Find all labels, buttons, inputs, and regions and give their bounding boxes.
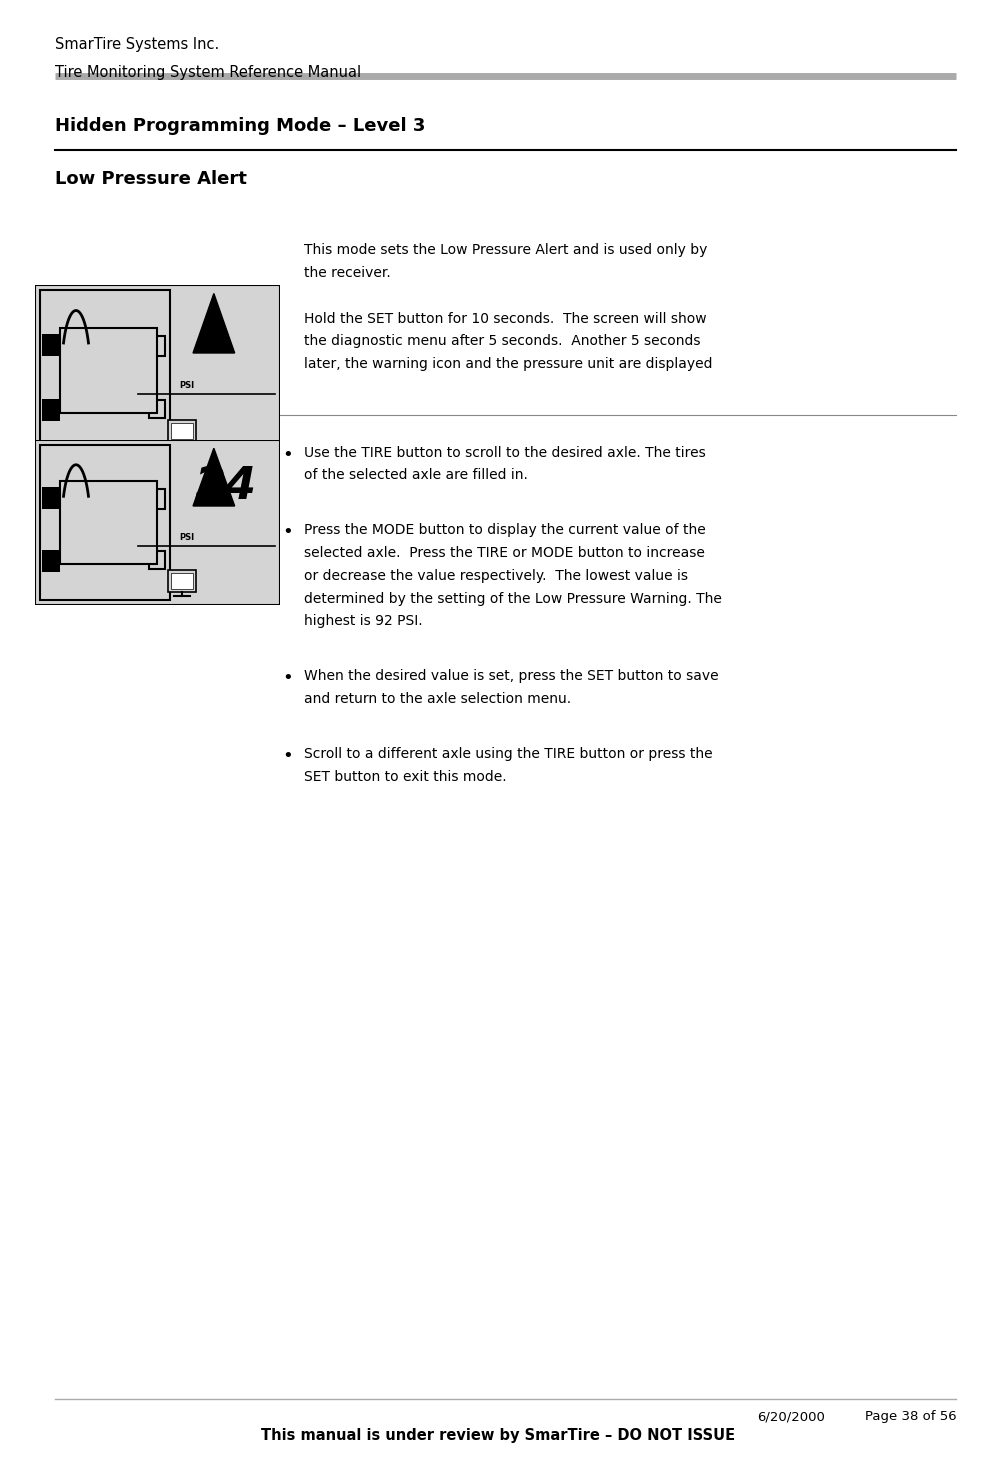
FancyBboxPatch shape [40,446,169,600]
Text: This manual is under review by SmarTire – DO NOT ISSUE: This manual is under review by SmarTire … [261,1428,735,1443]
Polygon shape [193,293,235,353]
Text: •: • [282,670,293,688]
FancyBboxPatch shape [35,284,280,454]
Text: Low Pressure Alert: Low Pressure Alert [55,170,247,188]
FancyBboxPatch shape [168,570,196,592]
FancyBboxPatch shape [171,422,193,438]
Text: or decrease the value respectively.  The lowest value is: or decrease the value respectively. The … [304,569,688,583]
Text: SET button to exit this mode.: SET button to exit this mode. [304,770,506,784]
FancyBboxPatch shape [60,481,156,564]
Text: the receiver.: the receiver. [304,267,390,280]
Text: PSI: PSI [179,534,194,542]
Text: highest is 92 PSI.: highest is 92 PSI. [304,614,422,629]
Text: Hidden Programming Mode – Level 3: Hidden Programming Mode – Level 3 [55,117,425,135]
FancyBboxPatch shape [148,490,164,509]
Text: determined by the setting of the Low Pressure Warning. The: determined by the setting of the Low Pre… [304,592,722,605]
Text: Hold the SET button for 10 seconds.  The screen will show: Hold the SET button for 10 seconds. The … [304,312,706,325]
FancyBboxPatch shape [42,487,60,509]
Text: Press the MODE button to display the current value of the: Press the MODE button to display the cur… [304,523,705,538]
Text: SmarTire Systems Inc.: SmarTire Systems Inc. [55,37,219,51]
Text: When the desired value is set, press the SET button to save: When the desired value is set, press the… [304,670,718,683]
Text: •: • [282,523,293,541]
FancyBboxPatch shape [148,400,164,418]
Text: later, the warning icon and the pressure unit are displayed: later, the warning icon and the pressure… [304,358,712,371]
Text: Page 38 of 56: Page 38 of 56 [865,1410,956,1423]
Text: Tire Monitoring System Reference Manual: Tire Monitoring System Reference Manual [55,66,361,81]
Text: PSI: PSI [179,381,194,390]
Text: This mode sets the Low Pressure Alert and is used only by: This mode sets the Low Pressure Alert an… [304,243,707,258]
Text: •: • [282,748,293,765]
FancyBboxPatch shape [60,327,156,412]
Text: 6/20/2000: 6/20/2000 [757,1410,825,1423]
Text: and return to the axle selection menu.: and return to the axle selection menu. [304,692,571,707]
Polygon shape [193,449,235,506]
Text: •: • [282,446,293,463]
Text: the diagnostic menu after 5 seconds.  Another 5 seconds: the diagnostic menu after 5 seconds. Ano… [304,334,700,349]
Text: Scroll to a different axle using the TIRE button or press the: Scroll to a different axle using the TIR… [304,748,712,761]
FancyBboxPatch shape [148,551,164,569]
Text: Use the TIRE button to scroll to the desired axle. The tires: Use the TIRE button to scroll to the des… [304,446,705,460]
Text: 24: 24 [195,465,257,507]
FancyBboxPatch shape [168,419,196,441]
FancyBboxPatch shape [148,336,164,356]
FancyBboxPatch shape [171,573,193,589]
FancyBboxPatch shape [42,399,60,421]
Text: selected axle.  Press the TIRE or MODE button to increase: selected axle. Press the TIRE or MODE bu… [304,547,704,560]
FancyBboxPatch shape [42,550,60,572]
FancyBboxPatch shape [42,334,60,356]
FancyBboxPatch shape [35,440,280,605]
FancyBboxPatch shape [40,290,169,450]
Text: of the selected axle are filled in.: of the selected axle are filled in. [304,469,528,482]
